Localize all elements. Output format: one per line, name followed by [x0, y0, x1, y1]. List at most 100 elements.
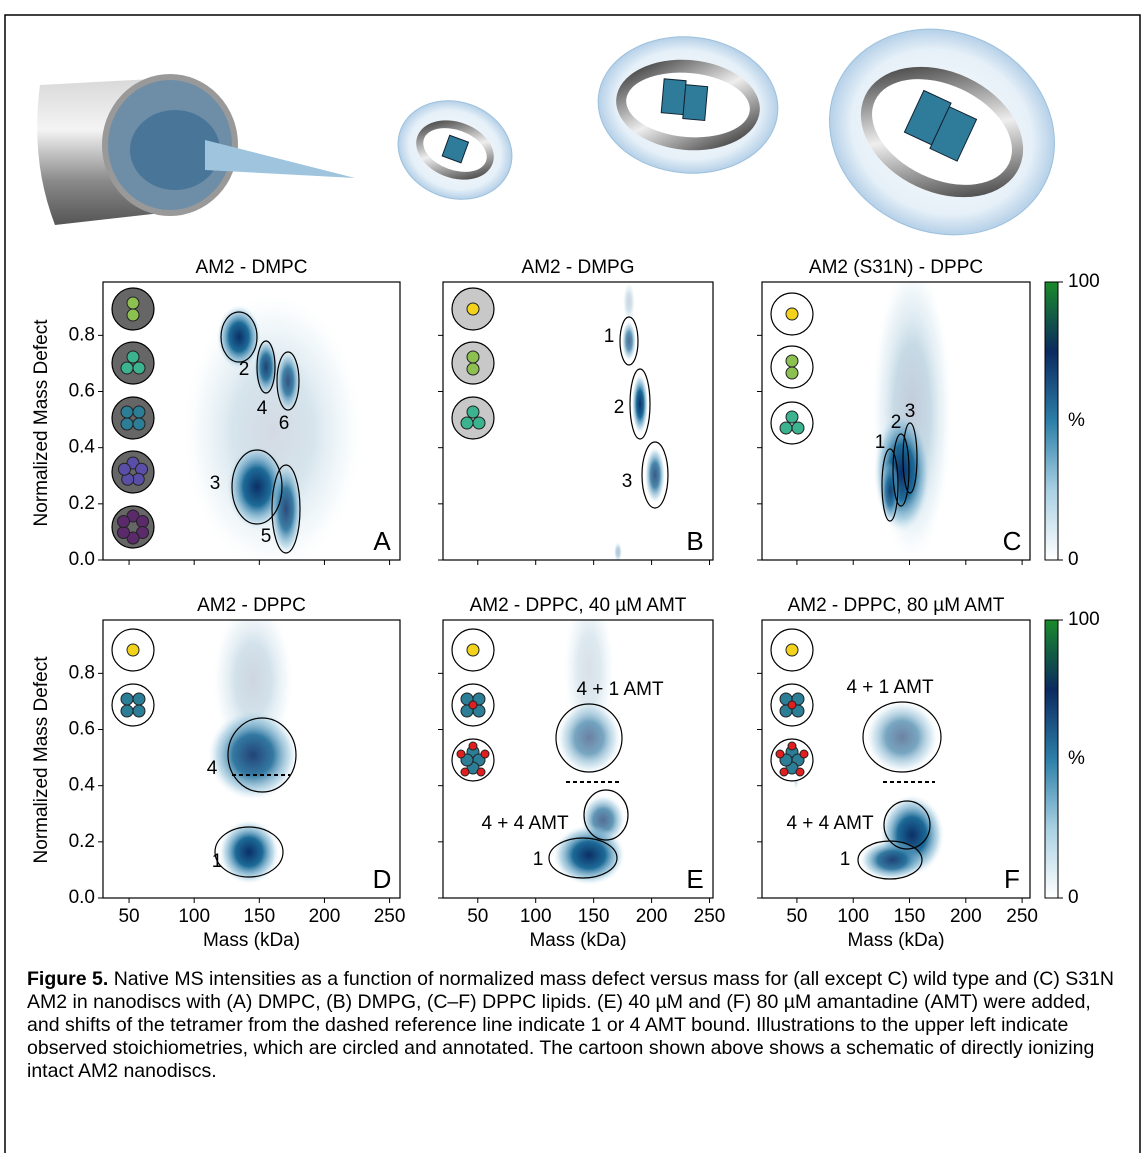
colorbar: 0 100% — [1044, 271, 1100, 570]
stoichiometry-icon — [111, 683, 155, 727]
caption-label: Figure 5. — [27, 968, 109, 990]
annotation-circle — [641, 441, 669, 509]
panel: AM2 - DPPC, 80 µM AMT 4 + 1 AMT 4 + 4 AMT 1… — [757, 595, 1038, 951]
subunit — [120, 692, 134, 706]
subunit — [466, 350, 480, 364]
annotation-circle — [629, 368, 651, 440]
subunit — [132, 704, 146, 718]
subunit — [120, 361, 134, 375]
annotation-circle — [883, 800, 931, 850]
caption-text: Native MS intensities as a function of n… — [27, 968, 1115, 1082]
x-tick-label: 250 — [1006, 906, 1038, 927]
subunit — [136, 526, 150, 539]
subunit — [785, 307, 799, 321]
annotation-label: 3 — [905, 401, 916, 422]
panel-letter: C — [1003, 526, 1022, 556]
x-axis-label: Mass (kDa) — [529, 930, 626, 951]
subunit — [466, 405, 480, 419]
subunit — [126, 308, 140, 322]
subunit — [460, 416, 474, 430]
panel: AM2 - DPPC, 40 µM AMT 4 + 1 AMT 4 + 4 AMT 1… — [438, 595, 725, 951]
panel-title: AM2 - DPPC, 80 µM AMT — [788, 595, 1005, 616]
annotation-label: 5 — [261, 526, 272, 547]
subunit — [116, 515, 130, 528]
colorbar-label: % — [1068, 410, 1085, 431]
annotation-label: 2 — [891, 412, 902, 433]
annotation-circle — [271, 464, 301, 554]
subunit — [132, 361, 146, 375]
annotation-circle — [220, 311, 258, 363]
heatmap — [614, 282, 665, 560]
annotation-circle — [555, 703, 623, 773]
panel-title: AM2 - DPPC, 40 µM AMT — [470, 595, 687, 616]
subunit — [117, 462, 131, 476]
panel-letter: D — [373, 864, 392, 894]
x-tick-label: 200 — [636, 906, 668, 927]
panel-title: AM2 - DPPC — [197, 595, 306, 616]
colorbar-tick-label: 0 — [1068, 887, 1079, 908]
subunit — [126, 296, 140, 310]
panel-title: AM2 (S31N) - DPPC — [809, 257, 983, 278]
y-tick-label: 0.4 — [69, 775, 96, 796]
subunit — [787, 700, 797, 710]
plot-frame — [102, 281, 401, 561]
heatmap — [208, 620, 298, 884]
heatmap — [553, 620, 625, 885]
colorbar-scale — [1044, 281, 1059, 561]
panel-title: AM2 - DMPC — [196, 257, 308, 278]
annotation-label: 3 — [622, 471, 633, 492]
annotation-label: 1 — [533, 849, 544, 870]
subunit — [126, 509, 140, 523]
stoichiometry-icon — [111, 396, 155, 440]
subunit — [126, 350, 140, 364]
panel-letter: B — [686, 526, 703, 556]
subunit — [779, 767, 789, 777]
subunit — [779, 421, 793, 435]
annotation-label: 1 — [875, 432, 886, 453]
x-tick-label: 150 — [243, 906, 275, 927]
intensity-blob — [860, 840, 924, 880]
subunit — [456, 749, 466, 759]
subunit — [466, 302, 480, 316]
annotation-circle — [548, 837, 618, 879]
panel: AM2 - DMPG 1 2 3 B — [438, 257, 714, 565]
x-tick-label: 200 — [950, 906, 982, 927]
intensity-blob — [880, 462, 900, 522]
panel-letter: F — [1004, 864, 1020, 894]
annotation-circle — [892, 433, 910, 507]
subunit — [785, 643, 799, 657]
colorbar-label: % — [1068, 748, 1085, 769]
subunit — [791, 421, 805, 435]
subunit — [785, 354, 799, 368]
annotation-label: 4 + 1 AMT — [846, 677, 934, 698]
y-tick-label: 0.8 — [69, 324, 95, 345]
panel-title: AM2 - DMPG — [522, 257, 635, 278]
intensity-blob — [645, 447, 665, 503]
subunit — [126, 531, 140, 545]
annotation-label: 6 — [279, 413, 290, 434]
x-tick-label: 50 — [467, 906, 488, 927]
panel-letter: A — [373, 526, 391, 556]
x-axis-label: Mass (kDa) — [203, 930, 300, 951]
annotation-label: 1 — [840, 849, 851, 870]
subunit — [460, 767, 470, 777]
x-tick-label: 50 — [786, 906, 807, 927]
annotation-label: 2 — [239, 359, 250, 380]
plot-frame — [761, 619, 1031, 899]
x-tick-label: 200 — [309, 906, 341, 927]
colorbar-tick-label: 0 — [1068, 549, 1079, 570]
annotation-label: 2 — [614, 397, 625, 418]
intensity-blob — [270, 463, 302, 555]
y-tick-label: 0.6 — [69, 381, 95, 402]
annotation-circle — [256, 340, 276, 394]
annotation-circle — [857, 840, 923, 880]
colorbar: 0 100% — [1044, 609, 1100, 908]
annotation-label: 4 — [257, 398, 268, 419]
subunit — [132, 405, 146, 419]
subunit — [480, 749, 490, 759]
heatmap — [183, 292, 363, 560]
annotation-circle — [881, 448, 899, 522]
y-tick-label: 0.6 — [69, 719, 95, 740]
subunit — [116, 526, 130, 539]
panel: AM2 - DPPC 4 1 D 50 100 150 200 250 Mass (kDa) 0.0… — [69, 595, 406, 951]
